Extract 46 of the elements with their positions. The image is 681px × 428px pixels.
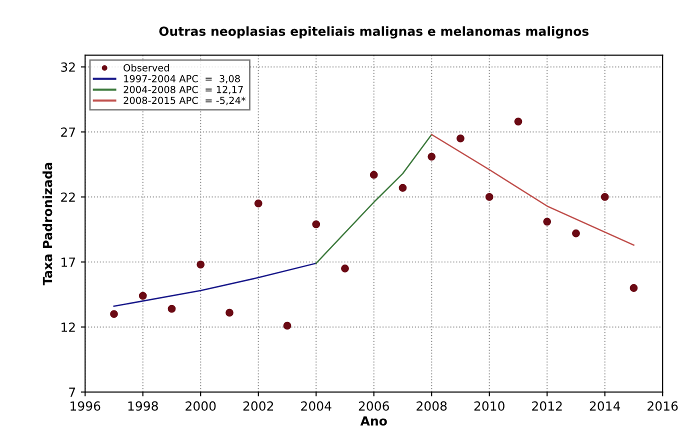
legend-label: 2004-2008 APC = 12,17 xyxy=(124,86,243,94)
x-tick-label: 1996 xyxy=(70,401,100,411)
legend-label: 2008-2015 APC = -5,24* xyxy=(124,96,246,106)
line-series xyxy=(430,134,634,246)
x-tick-label: 2014 xyxy=(590,401,620,411)
point xyxy=(428,152,436,161)
x-tick-label: 2006 xyxy=(358,401,389,411)
point xyxy=(110,310,118,318)
x-tick-label: 2000 xyxy=(186,401,216,411)
y-tick-label: 12 xyxy=(62,322,75,332)
y-axis-title: Taxa Padronizada xyxy=(42,162,52,286)
legend-label: Observed xyxy=(124,64,169,72)
x-axis-title: Ano xyxy=(360,416,387,426)
point xyxy=(572,229,580,238)
point xyxy=(630,284,638,292)
point xyxy=(312,220,320,228)
line-series xyxy=(315,134,432,264)
point xyxy=(514,118,522,126)
point xyxy=(543,218,552,226)
x-tick-label: 2002 xyxy=(243,401,274,411)
point xyxy=(600,193,609,201)
point xyxy=(226,308,234,317)
point xyxy=(254,200,262,208)
line-series xyxy=(113,262,317,307)
x-tick-label: 2008 xyxy=(416,401,447,411)
chart-title: Outras neoplasias epiteliais malignas e melanomas malignos xyxy=(159,26,589,38)
point xyxy=(168,304,176,313)
x-tick-label: 1998 xyxy=(128,401,158,411)
point xyxy=(370,170,378,179)
point xyxy=(456,134,464,142)
point xyxy=(283,322,292,330)
y-tick-label: 17 xyxy=(62,258,76,267)
y-tick-label: 32 xyxy=(61,62,75,72)
point xyxy=(485,193,494,201)
point xyxy=(196,260,205,269)
x-tick-label: 2010 xyxy=(474,401,504,411)
legend-label: 1997-2004 APC = 3,08 xyxy=(124,75,240,84)
y-tick-label: 27 xyxy=(61,127,76,137)
point xyxy=(398,184,407,192)
x-tick-label: 2004 xyxy=(301,401,332,411)
y-tick-label: 22 xyxy=(61,192,75,202)
y-tick-label: 7 xyxy=(69,388,76,397)
x-tick-label: 2012 xyxy=(532,401,562,411)
x-tick-label: 2016 xyxy=(648,401,678,411)
point xyxy=(138,292,147,300)
point xyxy=(341,264,349,272)
